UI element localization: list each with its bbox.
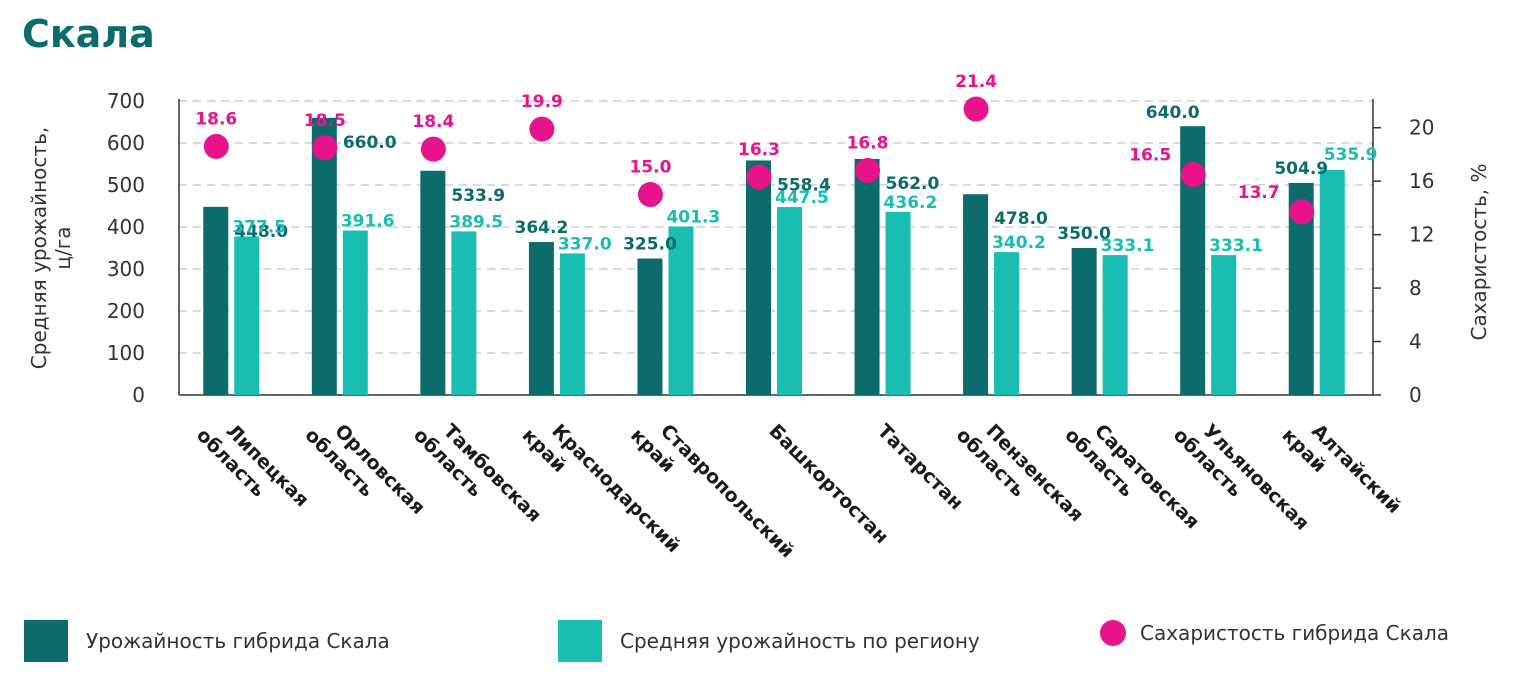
- data-label-region: 391.6: [341, 212, 395, 232]
- data-label-hybrid: 640.0: [1146, 103, 1200, 123]
- chart-title: Скала: [22, 12, 155, 56]
- legend-swatch-region: [558, 620, 602, 662]
- data-label-region: 333.1: [1209, 236, 1263, 256]
- legend-label-hybrid: Урожайность гибрида Скала: [86, 629, 390, 653]
- bar-hybrid: [528, 242, 554, 395]
- y2-tick-label: 8: [1409, 276, 1422, 300]
- y-tick-label: 100: [107, 341, 145, 365]
- category-label: Орловскаяобласть: [301, 407, 430, 536]
- y-tick-label: 300: [107, 257, 145, 281]
- bar-hybrid: [420, 170, 446, 395]
- y2-tick-label: 20: [1409, 116, 1434, 140]
- sugar-point: [312, 135, 338, 161]
- sugar-point: [420, 136, 446, 162]
- sugar-point: [1289, 199, 1315, 225]
- y-tick-label: 0: [132, 383, 145, 407]
- y2-tick-label: 12: [1409, 223, 1434, 247]
- bar-hybrid: [1071, 248, 1097, 395]
- data-label-sugar: 18.6: [195, 109, 237, 129]
- y-tick-label: 700: [107, 89, 145, 113]
- category-label: Липецкаяобласть: [192, 407, 313, 528]
- sugar-point: [963, 96, 989, 122]
- bar-region: [234, 236, 260, 395]
- data-label-region: 340.2: [992, 233, 1046, 253]
- data-label-sugar: 15.0: [629, 158, 671, 178]
- chart-svg: 0 100 200 300 400 500 600 700 0 4 8 12 16 20 Средняя у…: [27, 72, 1491, 562]
- bar-hybrid: [203, 206, 229, 395]
- data-label-hybrid: 562.0: [886, 174, 940, 194]
- bar-region: [885, 211, 911, 395]
- legend-label-sugar: Сахаристость гибрида Скала: [1140, 621, 1449, 645]
- data-label-region: 337.0: [558, 234, 612, 254]
- sugar-point: [637, 182, 663, 208]
- data-label-region: 377.5: [232, 217, 286, 237]
- bar-region: [1319, 169, 1345, 395]
- data-label-hybrid: 558.4: [777, 175, 831, 195]
- data-label-hybrid: 325.0: [623, 235, 677, 255]
- bar-hybrid: [963, 194, 989, 395]
- sugar-point: [203, 133, 229, 159]
- y2-tick-label: 16: [1409, 169, 1434, 193]
- data-label-region: 333.1: [1101, 236, 1155, 256]
- legend-dot-sugar: [1100, 620, 1126, 646]
- data-label-sugar: 21.4: [955, 72, 997, 92]
- sugar-point: [529, 116, 555, 142]
- legend-item-region-yield: Средняя урожайность по региону: [558, 620, 980, 662]
- data-label-region: 436.2: [884, 193, 938, 213]
- bar-region: [1102, 255, 1128, 395]
- y-tick-label: 500: [107, 173, 145, 197]
- category-label: Пензенскаяобласть: [952, 407, 1088, 543]
- data-label-sugar: 18.5: [304, 111, 346, 131]
- category-label: Татарстан: [873, 420, 967, 514]
- y-tick-label: 400: [107, 215, 145, 239]
- data-label-hybrid: 660.0: [343, 133, 397, 153]
- data-label-hybrid: 350.0: [1057, 224, 1111, 244]
- bar-region: [777, 207, 802, 395]
- bar-region: [559, 253, 585, 395]
- sugar-point: [855, 157, 881, 183]
- bar-region: [451, 231, 477, 395]
- data-label-sugar: 13.7: [1238, 183, 1280, 203]
- bar-region: [342, 230, 368, 395]
- y2-axis-title: Сахаристость, %: [1467, 163, 1491, 340]
- legend-label-region: Средняя урожайность по региону: [620, 629, 980, 653]
- data-label-hybrid: 364.2: [515, 218, 569, 238]
- data-label-hybrid: 533.9: [451, 186, 505, 206]
- sugar-point: [1180, 162, 1206, 187]
- data-label-sugar: 16.8: [847, 133, 889, 153]
- bar-hybrid: [637, 258, 663, 395]
- data-label-hybrid: 504.9: [1274, 159, 1328, 179]
- category-label: Башкортостан: [764, 420, 892, 548]
- bar-hybrid: [311, 117, 337, 396]
- data-label-hybrid: 448.0: [234, 222, 288, 242]
- y2-tick-label: 4: [1409, 330, 1422, 354]
- bar-region: [668, 226, 694, 395]
- data-label-region: 535.9: [1324, 145, 1378, 165]
- data-label-region: 389.5: [449, 212, 503, 232]
- bar-region: [1211, 255, 1237, 395]
- legend-item-hybrid-yield: Урожайность гибрида Скала: [24, 620, 390, 662]
- data-label-region: 447.5: [775, 188, 829, 208]
- data-label-sugar: 18.4: [412, 112, 454, 132]
- y2-tick-label: 0: [1409, 383, 1422, 407]
- data-label-sugar: 16.3: [738, 140, 780, 160]
- y-axis-title: Средняя урожайность,ц/га: [27, 127, 75, 369]
- legend-item-sugar: Сахаристость гибрида Скала: [1100, 620, 1449, 646]
- sugar-point: [746, 164, 772, 190]
- y-tick-label: 200: [107, 299, 145, 323]
- bar-region: [994, 252, 1020, 395]
- data-label-sugar: 16.5: [1129, 146, 1171, 166]
- y-tick-label: 600: [107, 131, 145, 155]
- bar-hybrid: [746, 160, 771, 395]
- data-label-region: 401.3: [666, 207, 720, 227]
- legend-swatch-hybrid: [24, 620, 68, 662]
- data-label-hybrid: 478.0: [994, 209, 1048, 229]
- bar-hybrid: [854, 158, 880, 395]
- category-label: Тамбовскаяобласть: [409, 407, 545, 543]
- data-label-sugar: 19.9: [521, 92, 563, 112]
